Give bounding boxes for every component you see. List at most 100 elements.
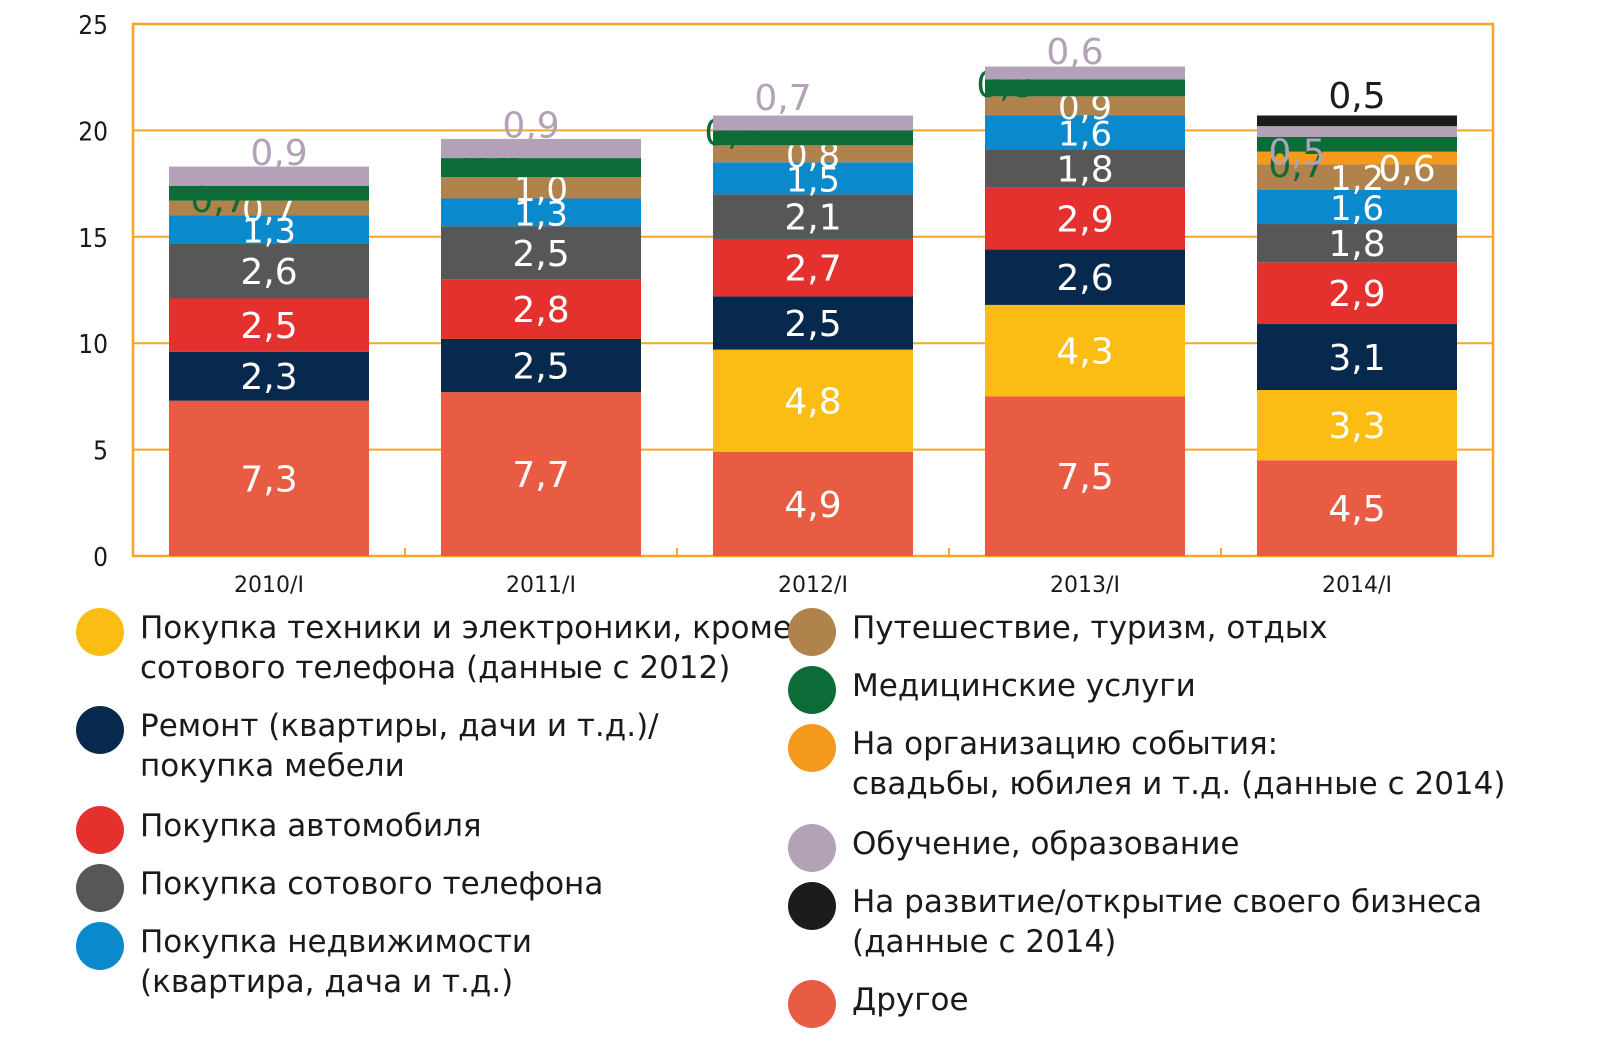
bar-segment-repair xyxy=(1257,324,1457,391)
bar-segment-repair xyxy=(441,338,641,393)
data-label-repair: 3,1 xyxy=(1328,338,1385,379)
navy-circle-icon xyxy=(76,706,124,754)
bar-segment-car xyxy=(1257,262,1457,325)
orange-circle-icon xyxy=(788,724,836,772)
bar-segment-travel xyxy=(441,177,641,199)
bar-segment-electronics xyxy=(985,304,1185,397)
data-label-education: 0,6 xyxy=(1046,32,1103,73)
data-label-repair: 2,5 xyxy=(784,304,841,345)
bar-segment-phone xyxy=(1257,224,1457,263)
bar-segment-medical xyxy=(985,79,1185,97)
bar-segment-phone xyxy=(441,226,641,280)
lilac-circle-icon xyxy=(788,824,836,872)
data-label-other: 4,9 xyxy=(784,485,841,526)
red-circle-icon xyxy=(76,806,124,854)
bar-segment-other xyxy=(169,400,369,556)
bar-segment-realty xyxy=(713,162,913,195)
bar-segment-education xyxy=(985,66,1185,80)
data-label-realty: 1,6 xyxy=(1330,189,1384,229)
data-label-electronics: 4,3 xyxy=(1056,332,1113,373)
legend-label: Покупка сотового телефона xyxy=(140,866,604,902)
data-label-travel: 1,2 xyxy=(1330,159,1384,199)
data-label-car: 2,5 xyxy=(240,306,297,347)
data-label-event: 0,6 xyxy=(1378,149,1435,190)
data-label-repair: 2,6 xyxy=(1056,258,1113,299)
legend-item: Покупка недвижимости (квартира, дача и т… xyxy=(76,922,532,1002)
y-tick-label: 0 xyxy=(93,543,108,573)
black-circle-icon xyxy=(788,882,836,930)
y-tick-label: 5 xyxy=(93,437,108,467)
data-label-phone: 2,5 xyxy=(512,234,569,275)
legend-item: Другое xyxy=(788,980,969,1028)
bar-segment-realty xyxy=(985,115,1185,150)
coral-circle-icon xyxy=(788,980,836,1028)
data-label-realty: 1,5 xyxy=(786,160,840,200)
data-label-repair: 2,5 xyxy=(512,347,569,388)
data-label-other: 7,5 xyxy=(1056,457,1113,498)
bar-segment-business xyxy=(1257,115,1457,127)
bar-segment-education xyxy=(441,138,641,159)
legend-item: Покупка техники и электроники, кроме сот… xyxy=(76,608,792,688)
bar-segment-car xyxy=(441,279,641,339)
bar-segment-education xyxy=(1257,126,1457,137)
data-label-education: 0,5 xyxy=(1268,132,1325,173)
data-label-realty: 1,3 xyxy=(514,194,568,234)
data-label-car: 2,8 xyxy=(512,290,569,331)
data-label-education: 0,9 xyxy=(250,133,307,174)
data-label-electronics: 3,3 xyxy=(1328,406,1385,447)
legend-item: Покупка сотового телефона xyxy=(76,864,603,912)
bar-segment-electronics xyxy=(713,349,913,452)
y-tick-label: 25 xyxy=(78,11,108,41)
gray-circle-icon xyxy=(76,864,124,912)
bar-segment-realty xyxy=(441,198,641,227)
green-circle-icon xyxy=(788,666,836,714)
legend-label: Покупка техники и электроники, кроме сот… xyxy=(140,610,792,686)
legend-item: На организацию события: свадьбы, юбилея … xyxy=(788,724,1505,804)
data-label-phone: 1,8 xyxy=(1328,224,1385,265)
legend-item: Ремонт (квартиры, дачи и т.д.)/ покупка … xyxy=(76,706,659,786)
bar-segment-car xyxy=(169,298,369,352)
bar-segment-event xyxy=(1257,151,1457,165)
legend-label: На организацию события: свадьбы, юбилея … xyxy=(852,726,1506,802)
bar-segment-travel xyxy=(1257,164,1457,190)
bar-segment-other xyxy=(985,396,1185,556)
bar-segment-travel xyxy=(713,145,913,163)
data-label-realty: 1,3 xyxy=(242,211,296,251)
bar-segment-realty xyxy=(169,215,369,244)
bar-segment-phone xyxy=(985,149,1185,188)
bar-segment-car xyxy=(713,238,913,297)
data-label-other: 7,7 xyxy=(512,455,569,496)
bar-segment-education xyxy=(169,166,369,186)
bar-segment-realty xyxy=(1257,189,1457,225)
y-tick-label: 20 xyxy=(78,117,108,147)
data-label-phone: 2,1 xyxy=(784,198,841,239)
data-label-other: 7,3 xyxy=(240,459,297,500)
bar-segment-car xyxy=(985,187,1185,250)
data-label-education: 0,7 xyxy=(754,78,811,119)
stacked-bar-chart: 0 5 10 15 20 25 2010/I 2011/I 2012/I 2013/I 2014/I… xyxy=(78,11,1495,598)
data-label-other: 4,5 xyxy=(1328,489,1385,530)
legend-label: Покупка недвижимости (квартира, дача и т… xyxy=(140,924,533,1000)
bar-segment-other xyxy=(713,451,913,556)
bar-segment-education xyxy=(713,115,913,131)
bar-segment-medical xyxy=(441,158,641,178)
bar-segment-travel xyxy=(985,96,1185,116)
bar-segment-medical xyxy=(1257,136,1457,152)
bar-segment-electronics xyxy=(1257,390,1457,461)
x-tick-label: 2010/I xyxy=(234,573,304,598)
x-tick-label: 2012/I xyxy=(778,573,848,598)
yellow-circle-icon xyxy=(76,608,124,656)
y-tick-label: 15 xyxy=(78,224,108,254)
brown-circle-icon xyxy=(788,608,836,656)
bar-segment-medical xyxy=(169,185,369,201)
bar-segment-phone xyxy=(713,194,913,239)
data-label-medical: 0,7 xyxy=(190,180,247,221)
x-tick-label: 2013/I xyxy=(1050,573,1120,598)
y-tick-label: 10 xyxy=(78,330,108,360)
bar-segment-repair xyxy=(985,249,1185,305)
bar-segment-other xyxy=(441,392,641,556)
bar-segment-repair xyxy=(169,351,369,401)
bar-segment-medical xyxy=(713,130,913,146)
bar-segment-travel xyxy=(169,200,369,216)
legend-item: Покупка автомобиля xyxy=(76,806,482,854)
